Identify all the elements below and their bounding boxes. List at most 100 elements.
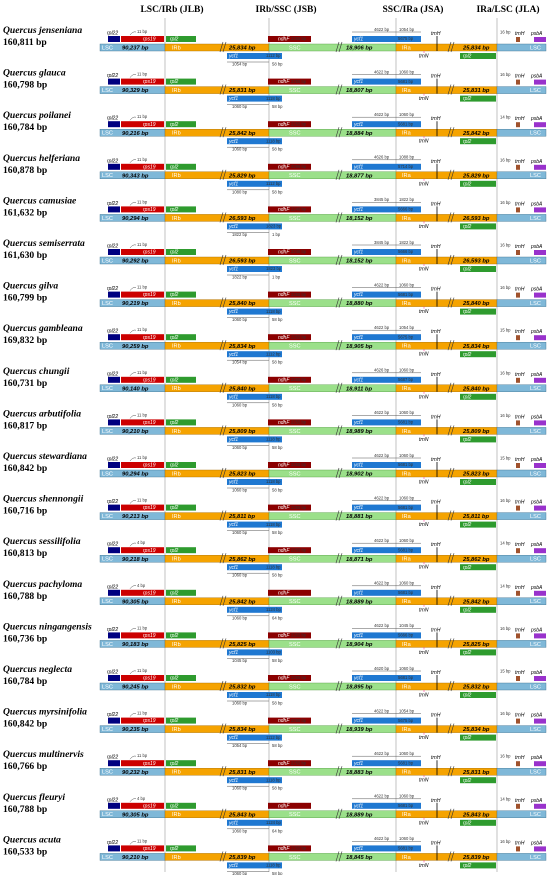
- trnH-gap: 15 bp: [500, 456, 511, 461]
- gene-label-trnH: trnH: [515, 116, 525, 122]
- scale-break: [335, 510, 343, 521]
- gene-rps19: [121, 163, 164, 170]
- gene-label-trnH: trnH: [431, 372, 441, 378]
- ycf1-in-ira-length: 1060 bp: [399, 112, 415, 117]
- species-name: Quercus gambleana: [3, 323, 83, 334]
- gene-ycf1-ssc: [352, 760, 421, 767]
- ira-length: 25,834 bp: [462, 46, 490, 52]
- region-label-irb: IRb: [172, 812, 181, 818]
- gene-psbA: [534, 377, 546, 383]
- trnH-gap: 15 bp: [500, 328, 511, 333]
- region-label-ssc: SSC: [289, 45, 301, 51]
- gene-rpl22: [108, 419, 120, 426]
- gap-arrow: [129, 287, 137, 291]
- region-lsc-right: [496, 214, 547, 222]
- gene-ycf1-irb: [227, 734, 282, 741]
- gene-label-psbA: psbA: [530, 31, 543, 37]
- region-label-irb: IRb: [172, 216, 181, 222]
- scale-break: [447, 638, 455, 649]
- scale-break: [219, 595, 227, 606]
- gene-label-rpl2: rpl2: [170, 548, 179, 554]
- rps19-gap: 11 bp: [137, 838, 148, 843]
- column-headers: LSC/IRb (JLB) IRb/SSC (JSB) SSC/IRa (JSA…: [140, 4, 539, 15]
- gene-ycf1-ssc: [352, 632, 421, 639]
- gene-label-ycf1: ycf1: [353, 463, 363, 469]
- ycf1-long-length: 4626 bp: [374, 368, 390, 373]
- ycf1-in-ira-length: 1088 bp: [399, 155, 415, 160]
- gene-trnH: [516, 803, 520, 809]
- region-label-ira: IRa: [402, 684, 412, 690]
- ycf1-gap-length: 1060 bp: [232, 871, 248, 875]
- gene-label-ndhF: ndhF: [278, 122, 290, 128]
- ycf1-short-length: 1112 bp: [266, 351, 281, 356]
- region-label-irb: IRb: [172, 88, 181, 94]
- gene-label-rpl2: rpl2: [463, 607, 472, 613]
- header-jsb: IRb/SSC (JSB): [256, 4, 317, 15]
- scale-break: [219, 41, 227, 53]
- gene-label-trnH: trnH: [515, 244, 525, 250]
- gene-trnH: [516, 164, 520, 170]
- region-label-ssc: SSC: [289, 599, 301, 605]
- gene-ycf1-ssc: [352, 419, 421, 426]
- scale-break: [335, 297, 343, 308]
- gene-label-trnN: trnN: [419, 480, 429, 486]
- species-name: Quercus neglecta: [3, 664, 72, 675]
- region-label-ira: IRa: [402, 88, 412, 94]
- gene-ndhF: [268, 206, 311, 213]
- region-label-lsc: LSC: [530, 855, 541, 861]
- gene-label-trnH: trnH: [431, 542, 441, 548]
- region-label-lsc: LSC: [102, 727, 113, 733]
- scale-break: [219, 340, 227, 351]
- ssc-length: 18,904 bp: [346, 642, 373, 648]
- ira-length: 25,834 bp: [462, 727, 490, 733]
- gene-label-trnN: trnN: [419, 54, 429, 60]
- irb-length: 26,593 bp: [228, 259, 256, 265]
- gene-label-ndhF: ndhF: [278, 590, 290, 596]
- region-label-ira: IRa: [402, 131, 412, 137]
- gene-label-ycf1: ycf1: [228, 735, 238, 741]
- gene-label-trnN: trnN: [419, 522, 429, 528]
- rps19-gap: 11 bp: [137, 498, 148, 503]
- ssc-length: 18,906 bp: [346, 46, 373, 52]
- scale-break: [335, 212, 343, 223]
- gene-rpl22: [108, 291, 120, 298]
- scale-break: [447, 212, 455, 223]
- gene-label-ndhF: ndhF: [278, 250, 290, 256]
- gene-ycf1-irb: [227, 819, 282, 826]
- gene-label-rpl22: rpl22: [107, 73, 118, 79]
- gene-label-rps19: rps19: [143, 718, 156, 724]
- rps19-gap: 11 bp: [137, 114, 148, 119]
- rps19-gap: 11 bp: [137, 370, 148, 375]
- gene-rpl2: [166, 717, 196, 724]
- scale-break: [219, 84, 227, 95]
- ycf1-ssc-length: 5681 bp: [398, 675, 414, 680]
- ycf1-short-length: 1118 bp: [266, 777, 281, 782]
- ycf1-ssc-length: 5681 bp: [398, 547, 414, 552]
- region-label-lsc: LSC: [530, 727, 541, 733]
- gene-rpl2-ira: [460, 564, 496, 571]
- region-label-irb: IRb: [172, 301, 181, 307]
- ycf1-long-length: 4622 bp: [374, 325, 390, 330]
- gene-label-psbA: psbA: [530, 414, 543, 420]
- gene-label-ycf1: ycf1: [228, 181, 238, 187]
- genome-size: 169,832 bp: [3, 335, 47, 346]
- region-label-lsc: LSC: [102, 471, 113, 477]
- gene-label-rps19: rps19: [143, 292, 156, 298]
- gene-rps19: [121, 717, 164, 724]
- trnH-gap: 16 bp: [500, 711, 511, 716]
- trnH-gap: 16 bp: [500, 370, 511, 375]
- gene-ndhF: [268, 121, 311, 128]
- gene-label-psbA: psbA: [530, 159, 543, 165]
- ycf1-gap-length: 1060 bp: [232, 147, 248, 152]
- rps19-gap: 11 bp: [137, 199, 148, 204]
- gene-trnH: [516, 37, 520, 42]
- lsc-length: 90,213 bp: [122, 514, 149, 520]
- gene-label-rpl2: rpl2: [463, 650, 472, 656]
- gene-rps19: [121, 206, 164, 213]
- gene-ndhF: [268, 36, 311, 42]
- gene-rpl22: [108, 376, 120, 383]
- scale-break: [335, 382, 343, 393]
- ycf1-short-length: 1124 bp: [266, 820, 281, 825]
- ira-length: 25,843 bp: [462, 812, 490, 818]
- gene-label-psbA: psbA: [530, 74, 543, 80]
